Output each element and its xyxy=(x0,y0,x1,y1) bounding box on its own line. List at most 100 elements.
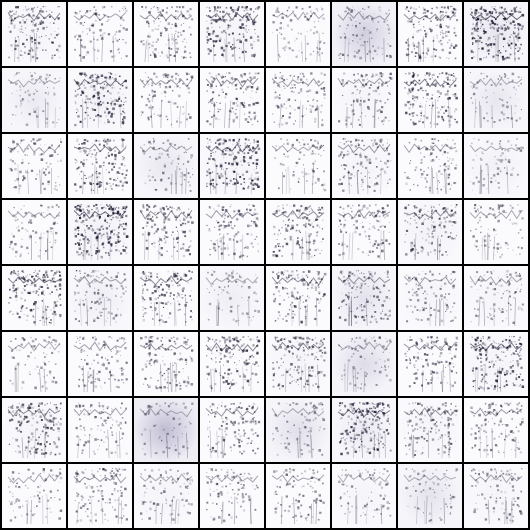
sample-tile xyxy=(200,464,264,528)
sample-tile xyxy=(68,200,132,264)
sample-image xyxy=(134,332,198,396)
sample-image xyxy=(2,68,66,132)
sample-tile xyxy=(464,200,528,264)
sample-image xyxy=(68,332,132,396)
sample-tile xyxy=(464,398,528,462)
sample-tile xyxy=(332,68,396,132)
sample-image xyxy=(398,134,462,198)
sample-tile xyxy=(332,332,396,396)
sample-image xyxy=(266,464,330,528)
sample-tile xyxy=(398,134,462,198)
sample-tile xyxy=(266,332,330,396)
sample-tile xyxy=(200,398,264,462)
sample-tile xyxy=(332,2,396,66)
sample-tile xyxy=(464,2,528,66)
sample-image xyxy=(200,68,264,132)
sample-image xyxy=(200,266,264,330)
sample-image xyxy=(266,200,330,264)
sample-image xyxy=(134,134,198,198)
sample-tile xyxy=(200,200,264,264)
sample-image xyxy=(68,266,132,330)
sample-image xyxy=(464,332,528,396)
sample-image xyxy=(332,266,396,330)
sample-tile xyxy=(464,266,528,330)
sample-tile xyxy=(464,134,528,198)
sample-tile xyxy=(2,2,66,66)
sample-tile xyxy=(398,398,462,462)
sample-tile xyxy=(464,332,528,396)
sample-image xyxy=(2,332,66,396)
sample-image xyxy=(332,68,396,132)
sample-image xyxy=(332,2,396,66)
sample-image xyxy=(200,332,264,396)
sample-image xyxy=(398,464,462,528)
sample-tile xyxy=(266,266,330,330)
sample-image xyxy=(2,464,66,528)
sample-image xyxy=(464,68,528,132)
sample-image xyxy=(464,464,528,528)
sample-tile xyxy=(68,134,132,198)
sample-tile xyxy=(200,68,264,132)
sample-tile xyxy=(464,464,528,528)
sample-tile xyxy=(200,2,264,66)
sample-image xyxy=(68,68,132,132)
sample-tile xyxy=(2,266,66,330)
sample-image xyxy=(398,200,462,264)
sample-image xyxy=(266,398,330,462)
sample-image xyxy=(2,134,66,198)
sample-tile xyxy=(134,266,198,330)
sample-image xyxy=(398,68,462,132)
sample-image xyxy=(200,134,264,198)
sample-image xyxy=(134,2,198,66)
sample-tile xyxy=(266,398,330,462)
sample-image xyxy=(266,2,330,66)
sample-image xyxy=(266,266,330,330)
sample-image xyxy=(332,398,396,462)
sample-tile xyxy=(68,464,132,528)
sample-tile xyxy=(398,464,462,528)
sample-tile xyxy=(332,200,396,264)
sample-image xyxy=(464,2,528,66)
sample-tile xyxy=(2,332,66,396)
sample-tile xyxy=(332,464,396,528)
sample-image xyxy=(332,134,396,198)
sample-tile xyxy=(398,2,462,66)
sample-image xyxy=(2,2,66,66)
sample-image xyxy=(134,200,198,264)
sample-tile xyxy=(68,2,132,66)
sample-image xyxy=(200,398,264,462)
sample-tile xyxy=(68,266,132,330)
sample-image xyxy=(464,398,528,462)
sample-tile xyxy=(134,398,198,462)
sample-image xyxy=(200,464,264,528)
sample-image xyxy=(134,266,198,330)
sample-image xyxy=(68,2,132,66)
sample-image xyxy=(398,2,462,66)
sample-image xyxy=(2,398,66,462)
sample-image xyxy=(2,266,66,330)
sample-tile xyxy=(266,200,330,264)
sample-image xyxy=(398,332,462,396)
sample-image xyxy=(332,332,396,396)
sample-image xyxy=(134,68,198,132)
sample-image xyxy=(68,398,132,462)
sample-tile xyxy=(2,200,66,264)
sample-tile xyxy=(134,332,198,396)
sample-image xyxy=(68,464,132,528)
sample-tile xyxy=(266,68,330,132)
sample-tile xyxy=(332,266,396,330)
sample-image xyxy=(266,68,330,132)
sample-tile xyxy=(134,200,198,264)
sample-tile xyxy=(332,134,396,198)
sample-image xyxy=(200,200,264,264)
sample-tile xyxy=(266,134,330,198)
sample-image xyxy=(464,266,528,330)
sample-tile xyxy=(2,134,66,198)
sample-image xyxy=(464,134,528,198)
sample-tile xyxy=(134,2,198,66)
sample-image xyxy=(332,200,396,264)
sample-image xyxy=(134,464,198,528)
sample-tile xyxy=(134,464,198,528)
sample-tile xyxy=(134,134,198,198)
sample-image xyxy=(2,200,66,264)
